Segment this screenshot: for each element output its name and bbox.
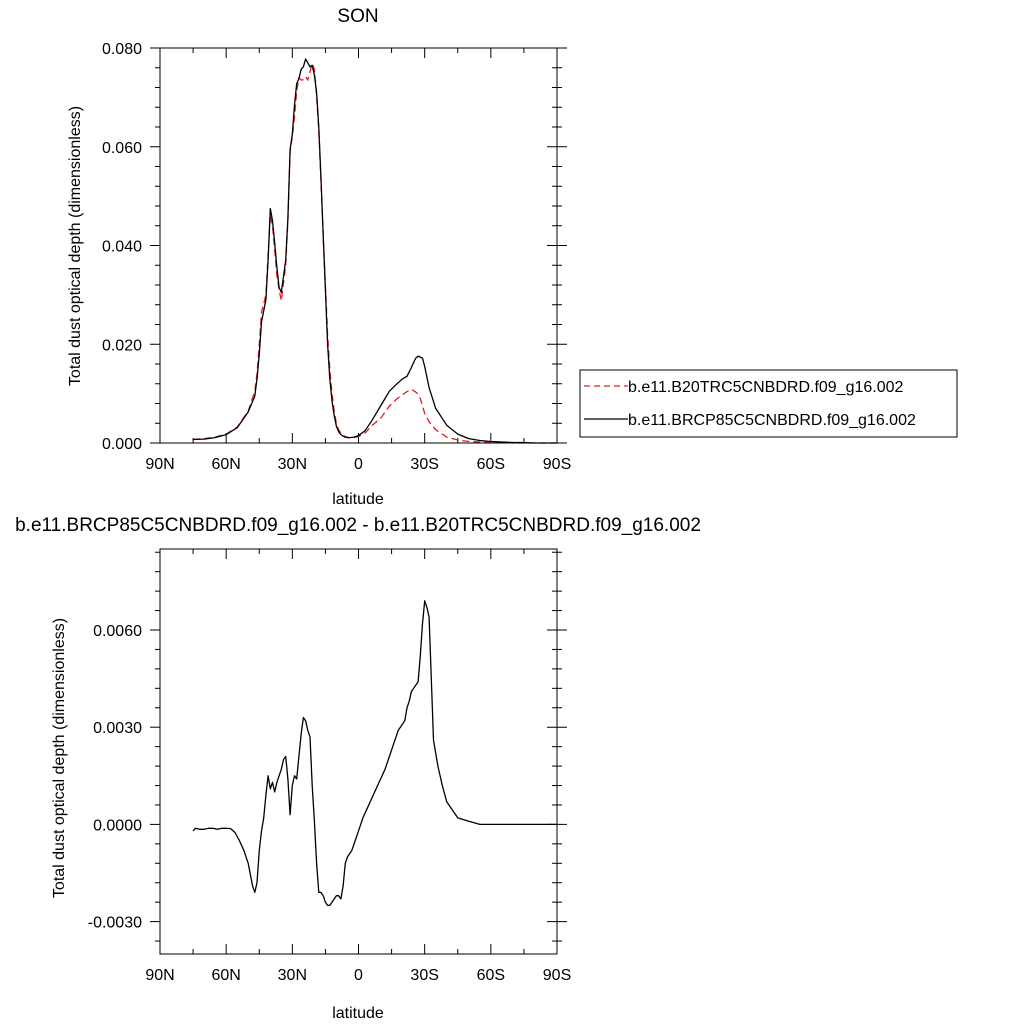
x-tick-label: 60S <box>477 456 505 473</box>
legend-label-series-1: b.e11.B20TRC5CNBDRD.f09_g16.002 <box>628 379 904 396</box>
top-panel-title: SON <box>337 6 378 27</box>
top-panel-tick-labels: 90N 60N 30N 0 30S 60S 90S 0.000 0.020 0.040 0.060 0… <box>102 41 571 473</box>
y-tick-label: 0.040 <box>102 239 142 256</box>
x-tick-label: 60N <box>211 456 240 473</box>
top-panel-xlabel: latitude <box>332 491 384 508</box>
y-tick-label: 0.000 <box>102 436 142 453</box>
top-panel: SON 90N 60N 30N 0 30S 60S 90S 0.000 0.020 0.040 0.… <box>67 6 571 508</box>
top-panel-series <box>193 58 557 444</box>
top-panel-frame <box>159 47 558 444</box>
x-tick-label: 30S <box>410 456 438 473</box>
bottom-panel-frame <box>159 548 558 955</box>
legend-label-series-2: b.e11.BRCP85C5CNBDRD.f09_g16.002 <box>628 412 916 429</box>
top-panel-ticks <box>150 47 567 444</box>
y-tick-label: 0.0000 <box>93 817 142 834</box>
x-tick-label: 60S <box>477 967 505 984</box>
x-tick-label: 0 <box>354 456 363 473</box>
x-tick-label: 30S <box>410 967 438 984</box>
x-tick-label: 90S <box>543 967 571 984</box>
bottom-panel: b.e11.BRCP85C5CNBDRD.f09_g16.002 - b.e11… <box>15 515 701 1022</box>
legend: b.e11.B20TRC5CNBDRD.f09_g16.002 b.e11.BR… <box>579 369 958 438</box>
x-tick-label: 0 <box>354 967 363 984</box>
y-tick-label: 0.0030 <box>93 720 142 737</box>
series-line-1 <box>192 600 557 907</box>
bottom-panel-xlabel: latitude <box>332 1005 384 1022</box>
bottom-panel-series <box>192 600 557 907</box>
x-tick-label: 90N <box>145 967 174 984</box>
x-tick-label: 30N <box>278 967 307 984</box>
x-tick-label: 60N <box>211 967 240 984</box>
bottom-panel-ylabel: Total dust optical depth (dimensionless) <box>51 618 68 898</box>
series-line-1 <box>193 63 557 444</box>
bottom-panel-tick-labels: 90N 60N 30N 0 30S 60S 90S -0.0030 0.0000 0.0030 0.… <box>88 623 572 984</box>
series-line-2 <box>193 58 557 444</box>
y-tick-label: -0.0030 <box>88 915 142 932</box>
bottom-panel-title: b.e11.BRCP85C5CNBDRD.f09_g16.002 - b.e11… <box>15 515 701 536</box>
x-tick-label: 90N <box>145 456 174 473</box>
top-panel-ylabel: Total dust optical depth (dimensionless) <box>67 106 84 386</box>
y-tick-label: 0.0060 <box>93 623 142 640</box>
bottom-panel-ticks <box>150 549 567 954</box>
y-tick-label: 0.020 <box>102 337 142 354</box>
x-tick-label: 30N <box>278 456 307 473</box>
y-tick-label: 0.060 <box>102 140 142 157</box>
y-tick-label: 0.080 <box>102 41 142 58</box>
legend-box <box>579 369 958 438</box>
x-tick-label: 90S <box>543 456 571 473</box>
